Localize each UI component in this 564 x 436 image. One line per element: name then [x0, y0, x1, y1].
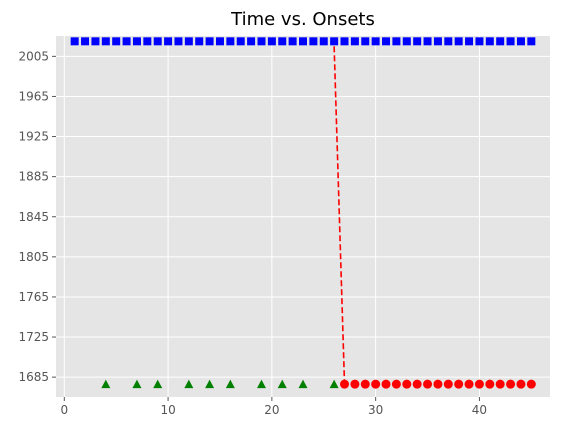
circle-marker — [371, 379, 381, 389]
circle-marker — [340, 379, 350, 389]
square-marker — [454, 37, 463, 46]
square-marker — [122, 37, 131, 46]
y-tick-label: 1725 — [18, 330, 49, 344]
circle-marker — [381, 379, 391, 389]
circle-marker — [474, 379, 484, 389]
square-marker — [143, 37, 152, 46]
triangle-marker — [329, 379, 339, 389]
y-tick-label: 1925 — [18, 130, 49, 144]
square-marker — [392, 37, 401, 46]
circle-marker — [443, 379, 453, 389]
square-marker — [413, 37, 422, 46]
square-marker — [112, 37, 121, 46]
square-marker — [184, 37, 193, 46]
square-marker — [132, 37, 141, 46]
square-marker — [278, 37, 287, 46]
square-marker — [153, 37, 162, 46]
y-tick-label: 1845 — [18, 210, 49, 224]
square-marker — [485, 37, 494, 46]
square-marker — [236, 37, 245, 46]
square-marker — [226, 37, 235, 46]
circle-marker — [412, 379, 422, 389]
circle-marker — [454, 379, 464, 389]
circle-marker — [485, 379, 495, 389]
x-tick-label: 30 — [368, 403, 383, 417]
square-marker — [247, 37, 256, 46]
y-tick-label: 1685 — [18, 370, 49, 384]
circle-marker — [516, 379, 526, 389]
square-marker — [361, 37, 370, 46]
triangle-marker — [101, 379, 111, 389]
triangle-marker — [205, 379, 215, 389]
square-marker — [371, 37, 380, 46]
square-marker — [516, 37, 525, 46]
triangle-marker — [277, 379, 287, 389]
square-marker — [475, 37, 484, 46]
square-marker — [215, 37, 224, 46]
square-marker — [164, 37, 173, 46]
square-marker — [527, 37, 536, 46]
square-marker — [309, 37, 318, 46]
square-marker — [267, 37, 276, 46]
y-tick-label: 1805 — [18, 250, 49, 264]
square-marker — [195, 37, 204, 46]
square-marker — [319, 37, 328, 46]
circle-marker — [506, 379, 516, 389]
x-tick-label: 40 — [472, 403, 487, 417]
chart-marks — [70, 37, 536, 389]
square-marker — [101, 37, 110, 46]
square-marker — [205, 37, 214, 46]
circle-marker — [495, 379, 505, 389]
x-tick-label: 0 — [60, 403, 68, 417]
square-marker — [444, 37, 453, 46]
square-marker — [423, 37, 432, 46]
circle-marker — [526, 379, 536, 389]
square-marker — [506, 37, 515, 46]
y-tick-label: 1965 — [18, 89, 49, 103]
square-marker — [496, 37, 505, 46]
square-marker — [340, 37, 349, 46]
square-marker — [433, 37, 442, 46]
y-tick-label: 1885 — [18, 170, 49, 184]
circle-marker — [350, 379, 360, 389]
y-axis: 1685 1725 1765 1805 1845 1885 1925 1965 2005 — [18, 49, 56, 384]
circle-marker — [433, 379, 443, 389]
chart-title: Time vs. Onsets — [230, 9, 375, 30]
circle-marker — [360, 379, 370, 389]
triangle-marker — [298, 379, 308, 389]
x-axis: 0 10 20 30 40 — [60, 397, 487, 417]
y-tick-label: 1765 — [18, 290, 49, 304]
square-marker — [330, 37, 339, 46]
triangle-marker — [132, 379, 142, 389]
triangle-marker — [184, 379, 194, 389]
square-marker — [402, 37, 411, 46]
triangle-marker — [225, 379, 235, 389]
square-marker — [257, 37, 266, 46]
square-marker — [299, 37, 307, 46]
square-marker — [91, 37, 100, 46]
square-marker — [382, 37, 391, 46]
square-marker — [288, 37, 297, 46]
square-marker — [465, 37, 474, 46]
triangle-marker — [256, 379, 266, 389]
circle-marker — [402, 379, 412, 389]
circle-marker — [391, 379, 401, 389]
square-marker — [81, 37, 90, 46]
circle-marker — [464, 379, 474, 389]
x-tick-label: 10 — [160, 403, 175, 417]
circle-marker — [423, 379, 433, 389]
y-tick-label: 2005 — [18, 49, 49, 63]
triangle-marker — [153, 379, 163, 389]
square-marker — [350, 37, 359, 46]
x-tick-label: 20 — [264, 403, 279, 417]
grid — [56, 36, 550, 397]
transition-dashed-line — [333, 46, 346, 385]
square-marker — [174, 37, 183, 46]
square-marker — [70, 37, 79, 46]
